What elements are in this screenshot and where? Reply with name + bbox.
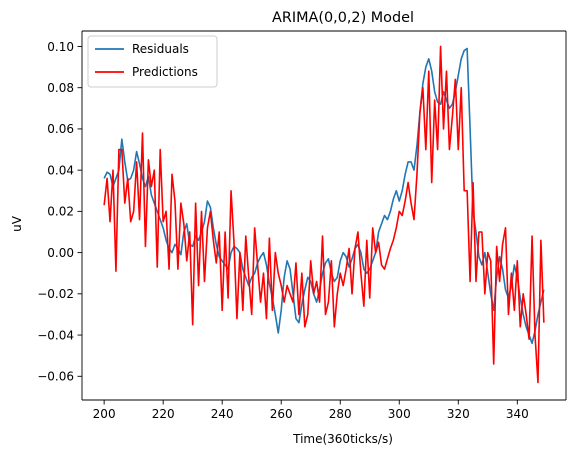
x-tick-label: 340: [506, 407, 529, 421]
legend-label-predictions: Predictions: [132, 65, 198, 79]
y-tick-label: 0.04: [47, 163, 74, 177]
x-axis: 200 220 240 260 280 300 320 340: [93, 400, 529, 421]
x-tick-label: 260: [270, 407, 293, 421]
x-axis-title: Time(360ticks/s): [292, 432, 393, 446]
x-tick-label: 220: [152, 407, 175, 421]
y-tick-label: 0.08: [47, 81, 74, 95]
x-tick-label: 300: [388, 407, 411, 421]
y-tick-label: 0.02: [47, 205, 74, 219]
y-tick-label: 0.06: [47, 122, 74, 136]
y-tick-label: −0.04: [37, 328, 74, 342]
x-tick-label: 200: [93, 407, 116, 421]
x-tick-label: 320: [447, 407, 470, 421]
x-tick-label: 280: [329, 407, 352, 421]
y-tick-label: 0.00: [47, 246, 74, 260]
y-axis: −0.06 −0.04 −0.02 0.00 0.02 0.04 0.06 0.08 0.10: [37, 40, 82, 384]
y-tick-label: 0.10: [47, 40, 74, 54]
x-tick-label: 240: [211, 407, 234, 421]
axes-frame: [81, 30, 567, 401]
series-line-predictions: [103, 45, 545, 384]
series-layer: [103, 45, 545, 384]
y-axis-title: uV: [10, 215, 24, 232]
legend-label-residuals: Residuals: [132, 42, 189, 56]
legend: Residuals Predictions: [87, 35, 218, 88]
y-tick-label: −0.06: [37, 370, 74, 384]
chart-title: ARIMA(0,0,2) Model: [272, 10, 414, 26]
y-tick-label: −0.02: [37, 287, 74, 301]
